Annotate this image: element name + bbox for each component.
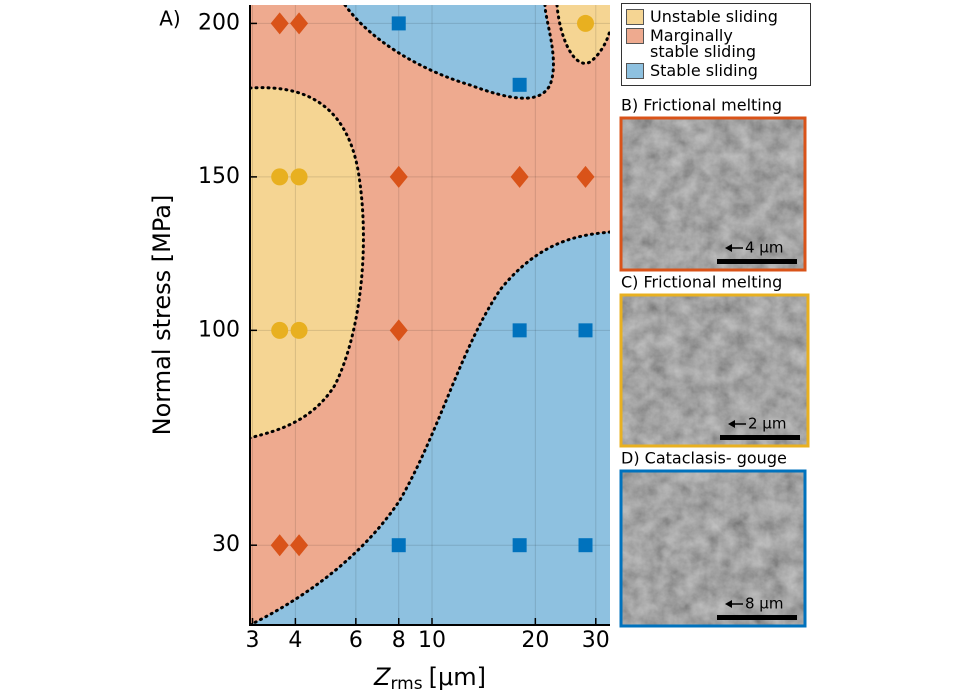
panel-border <box>619 469 807 628</box>
panel-label: A) <box>159 7 180 31</box>
sem-tint <box>621 471 805 626</box>
scale-bar <box>717 259 797 264</box>
panel-label: C) Frictional melting <box>621 273 782 292</box>
y-tick-label: 150 <box>198 164 240 189</box>
legend-label: Unstable sliding <box>650 7 778 26</box>
scale-label: 8 μm <box>745 595 783 613</box>
legend-entry: Stable sliding <box>626 63 806 79</box>
marker-circle <box>271 321 289 339</box>
unstable-region <box>557 5 610 64</box>
x-tick-label: 30 <box>582 628 610 653</box>
marker-square <box>512 323 527 338</box>
x-tick-label: 8 <box>392 628 406 653</box>
marker-square <box>578 323 593 338</box>
sem-tint <box>621 118 805 270</box>
marker-diamond <box>576 165 595 188</box>
panel-label: D) Cataclasis- gouge <box>621 449 787 468</box>
legend-swatch <box>626 28 644 44</box>
marker-diamond <box>389 165 408 188</box>
arrow-head <box>725 600 732 608</box>
x-label-unit: [μm] <box>429 663 486 691</box>
region-boundaries <box>250 5 610 625</box>
scale-bar <box>720 435 800 440</box>
scale-label: 4 μm <box>745 239 783 257</box>
legend-entry: Marginally stable sliding <box>626 28 806 60</box>
arrow-head <box>725 244 732 252</box>
x-tick-label: 3 <box>246 628 260 653</box>
sem-tint <box>621 295 808 446</box>
arrow-head <box>728 420 735 428</box>
marker-circle <box>577 14 595 32</box>
marker-square <box>578 538 593 553</box>
marker-circle <box>290 321 308 339</box>
marker-diamond <box>510 165 529 188</box>
sem-image <box>621 118 805 270</box>
legend-entry: Unstable sliding <box>626 9 806 25</box>
marker-diamond <box>389 319 408 342</box>
y-tick-label: 30 <box>212 532 240 557</box>
marker-diamond <box>290 12 309 35</box>
y-axis-label: Normal stress [MPa] <box>148 195 176 436</box>
x-tick-label: 6 <box>349 628 363 653</box>
scale-bar <box>717 615 797 620</box>
x-tick-label: 4 <box>288 628 302 653</box>
x-axis-label: Zrms [μm] <box>373 663 486 691</box>
panel-border <box>619 293 810 448</box>
marker-circle <box>271 168 289 186</box>
x-tick-label: 20 <box>521 628 549 653</box>
panel-border <box>619 116 807 272</box>
sem-image <box>621 471 805 626</box>
legend: Unstable sliding Marginally stable slidin… <box>621 3 811 86</box>
scale-label: 2 μm <box>748 415 786 433</box>
marker-diamond <box>270 12 289 35</box>
markers <box>270 12 595 557</box>
legend-swatch <box>626 9 644 25</box>
x-label-main: Z <box>373 663 391 691</box>
regions <box>250 5 610 625</box>
sem-image <box>621 295 808 446</box>
marker-square <box>391 538 406 553</box>
legend-label: Stable sliding <box>650 61 758 80</box>
marker-square <box>512 77 527 92</box>
y-tick-label: 100 <box>198 317 240 342</box>
marker-square <box>391 16 406 31</box>
grid <box>250 5 610 625</box>
marker-square <box>512 538 527 553</box>
x-tick-label: 10 <box>418 628 446 653</box>
y-tick-label: 200 <box>198 10 240 35</box>
marker-diamond <box>270 534 289 557</box>
image-panels: B) Frictional melting 4 μm C) Frictional m… <box>619 96 810 628</box>
x-label-sub: rms <box>390 674 422 691</box>
marker-diamond <box>290 534 309 557</box>
legend-swatch <box>626 63 644 79</box>
legend-label: Marginally stable sliding <box>650 26 757 61</box>
marker-circle <box>290 168 308 186</box>
panel-label: B) Frictional melting <box>621 96 782 115</box>
